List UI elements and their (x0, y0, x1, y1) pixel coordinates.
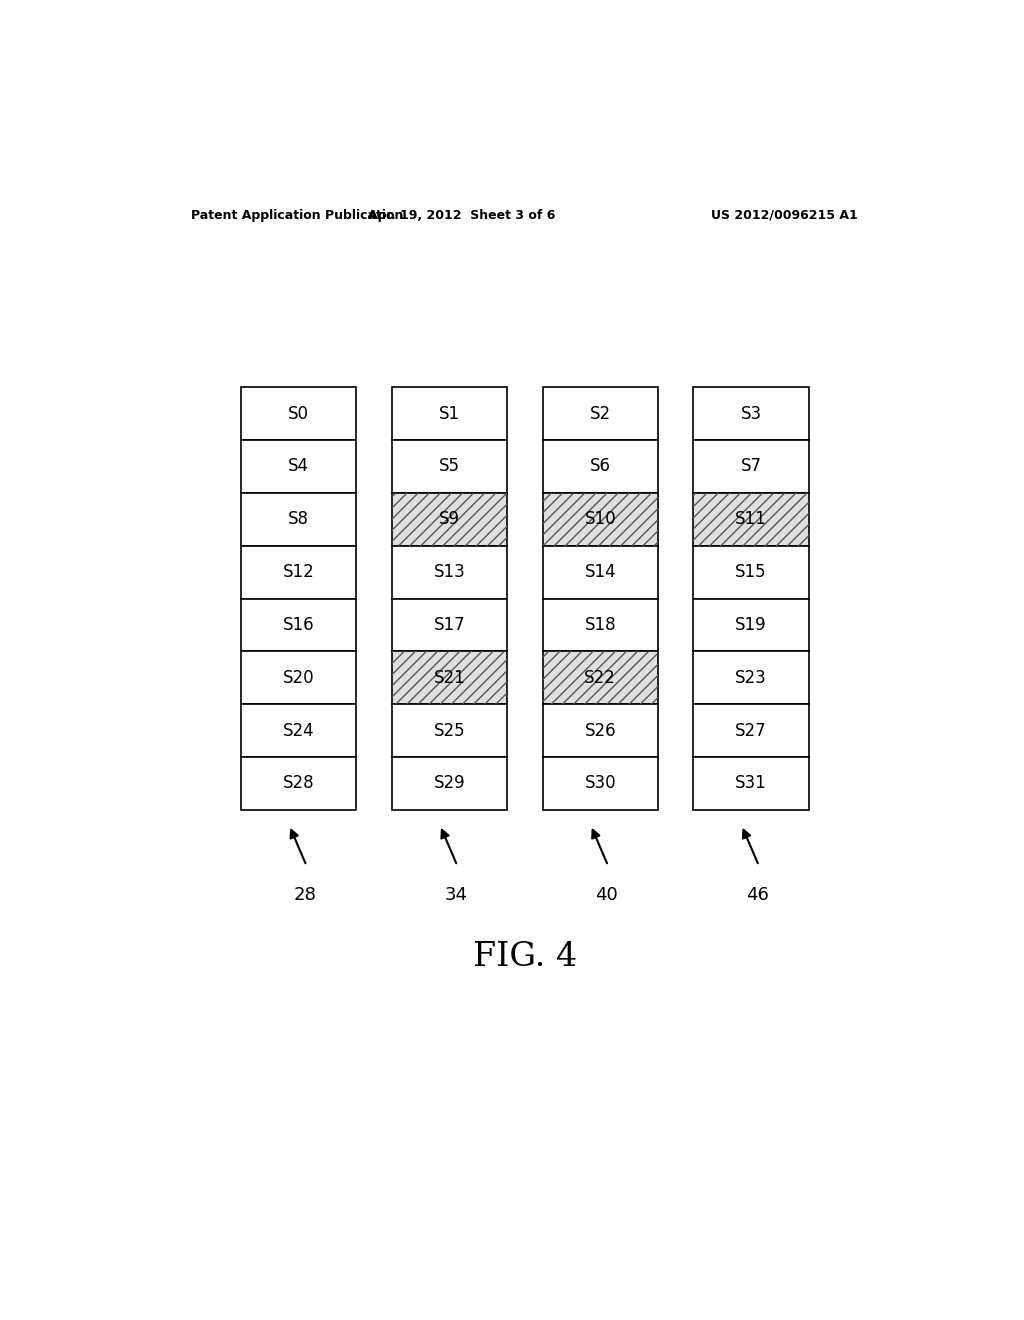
Bar (543, 651, 657, 704)
Text: S16: S16 (283, 616, 314, 634)
Bar (543, 545, 657, 598)
Bar (241, 492, 356, 545)
Text: S19: S19 (735, 616, 767, 634)
Text: US 2012/0096215 A1: US 2012/0096215 A1 (712, 209, 858, 222)
Text: S1: S1 (439, 404, 460, 422)
Text: S9: S9 (439, 511, 460, 528)
Bar (392, 440, 507, 492)
Text: S8: S8 (288, 511, 309, 528)
Bar (693, 545, 809, 598)
Text: S31: S31 (735, 775, 767, 792)
Text: S6: S6 (590, 457, 610, 475)
Bar (693, 704, 809, 758)
Bar (693, 492, 809, 545)
Text: S13: S13 (433, 564, 465, 581)
Text: 46: 46 (745, 886, 769, 904)
Text: S2: S2 (590, 404, 610, 422)
Bar (543, 758, 657, 810)
Text: S28: S28 (283, 775, 314, 792)
Bar (543, 492, 657, 545)
Text: S12: S12 (283, 564, 314, 581)
Text: S10: S10 (585, 511, 616, 528)
Bar (241, 598, 356, 651)
Bar (543, 440, 657, 492)
Text: S21: S21 (433, 669, 465, 686)
Text: S25: S25 (433, 722, 465, 739)
Bar (392, 545, 507, 598)
Bar (392, 598, 507, 651)
Text: S22: S22 (585, 669, 616, 686)
Bar (392, 651, 507, 704)
Text: 40: 40 (595, 886, 617, 904)
Text: S17: S17 (433, 616, 465, 634)
Bar (693, 387, 809, 440)
Text: S5: S5 (439, 457, 460, 475)
Text: 28: 28 (294, 886, 316, 904)
Text: S18: S18 (585, 616, 616, 634)
Bar (693, 598, 809, 651)
Text: S0: S0 (288, 404, 309, 422)
Bar (543, 651, 657, 704)
Bar (241, 545, 356, 598)
Bar (392, 651, 507, 704)
Text: S20: S20 (283, 669, 314, 686)
Bar (543, 387, 657, 440)
Bar (241, 704, 356, 758)
Bar (693, 758, 809, 810)
Bar (543, 704, 657, 758)
Text: S29: S29 (433, 775, 465, 792)
Text: S15: S15 (735, 564, 767, 581)
Bar (392, 492, 507, 545)
Bar (693, 651, 809, 704)
Bar (543, 492, 657, 545)
Text: S24: S24 (283, 722, 314, 739)
Bar (543, 598, 657, 651)
Text: FIG. 4: FIG. 4 (473, 941, 577, 973)
Bar (392, 387, 507, 440)
Text: Patent Application Publication: Patent Application Publication (191, 209, 403, 222)
Text: 34: 34 (444, 886, 467, 904)
Bar (392, 704, 507, 758)
Text: S11: S11 (735, 511, 767, 528)
Text: S30: S30 (585, 775, 616, 792)
Bar (241, 440, 356, 492)
Text: S27: S27 (735, 722, 767, 739)
Text: S7: S7 (740, 457, 762, 475)
Text: S23: S23 (735, 669, 767, 686)
Bar (241, 387, 356, 440)
Bar (241, 651, 356, 704)
Text: S4: S4 (288, 457, 309, 475)
Bar (241, 758, 356, 810)
Text: S3: S3 (740, 404, 762, 422)
Text: S14: S14 (585, 564, 616, 581)
Bar (693, 492, 809, 545)
Bar (392, 492, 507, 545)
Text: Apr. 19, 2012  Sheet 3 of 6: Apr. 19, 2012 Sheet 3 of 6 (368, 209, 555, 222)
Text: S26: S26 (585, 722, 616, 739)
Bar (693, 440, 809, 492)
Bar (392, 758, 507, 810)
